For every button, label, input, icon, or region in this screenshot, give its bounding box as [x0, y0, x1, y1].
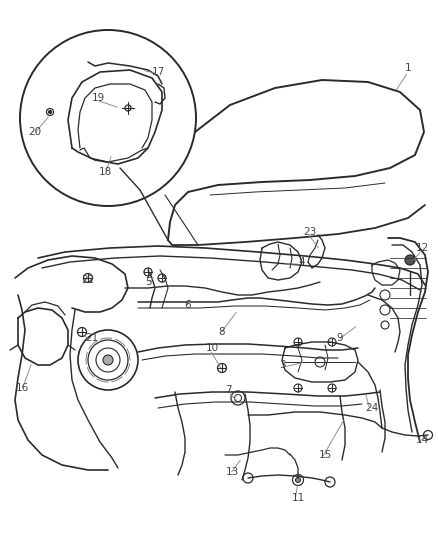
Text: 1: 1 [405, 63, 411, 73]
Text: 8: 8 [219, 327, 225, 337]
Text: 16: 16 [15, 383, 28, 393]
Text: 7: 7 [225, 385, 231, 395]
Text: 13: 13 [226, 467, 239, 477]
Text: 11: 11 [291, 493, 304, 503]
Text: 22: 22 [81, 275, 95, 285]
Text: 23: 23 [304, 227, 317, 237]
Text: 3: 3 [279, 360, 285, 370]
Text: 24: 24 [365, 403, 378, 413]
Text: 9: 9 [337, 333, 343, 343]
Text: 10: 10 [205, 343, 219, 353]
Text: 14: 14 [415, 435, 429, 445]
Text: 19: 19 [92, 93, 105, 103]
Text: 12: 12 [415, 243, 429, 253]
Text: 20: 20 [28, 127, 42, 137]
Circle shape [405, 255, 415, 265]
Text: 15: 15 [318, 450, 332, 460]
Text: 4: 4 [299, 257, 305, 267]
Text: 6: 6 [185, 300, 191, 310]
Text: 18: 18 [99, 167, 112, 177]
Circle shape [296, 478, 300, 482]
Text: 17: 17 [152, 67, 165, 77]
Circle shape [49, 110, 52, 114]
Circle shape [103, 355, 113, 365]
Text: 5: 5 [145, 277, 151, 287]
Text: 21: 21 [85, 333, 99, 343]
